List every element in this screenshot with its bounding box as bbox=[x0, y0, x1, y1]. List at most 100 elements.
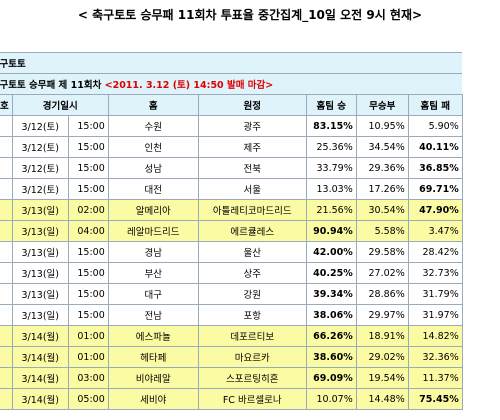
away-cell: 광주 bbox=[197, 115, 307, 137]
home-cell: 성남 bbox=[107, 157, 199, 179]
number-cell bbox=[0, 325, 13, 347]
away-cell: 포항 bbox=[197, 304, 307, 326]
loss-cell: 40.11% bbox=[407, 136, 463, 158]
win-cell: 13.03% bbox=[305, 178, 357, 200]
data-row: 3/12(토) 15:00 인천 제주 25.36% 34.54% 40.11% bbox=[0, 136, 463, 158]
number-cell bbox=[0, 241, 13, 263]
time-cell: 15:00 bbox=[67, 304, 109, 326]
data-row: 3/12(토) 15:00 대전 서울 13.03% 17.26% 69.71% bbox=[0, 178, 463, 200]
draw-cell: 5.58% bbox=[355, 220, 409, 242]
header-cell: 원정 bbox=[197, 94, 307, 116]
data-row: 3/13(일) 15:00 대구 강원 39.34% 28.86% 31.79% bbox=[0, 283, 463, 305]
data-row: 3/14(월) 03:00 비야레알 스포르팅히혼 69.09% 19.54% 11.37% bbox=[0, 367, 463, 389]
away-cell: 에르큘레스 bbox=[197, 220, 307, 242]
draw-cell: 29.58% bbox=[355, 241, 409, 263]
draw-cell: 34.54% bbox=[355, 136, 409, 158]
home-cell: 에스파뇰 bbox=[107, 325, 199, 347]
draw-cell: 30.54% bbox=[355, 199, 409, 221]
time-cell: 15:00 bbox=[67, 262, 109, 284]
date-cell: 3/14(월) bbox=[11, 388, 69, 410]
win-cell: 25.36% bbox=[305, 136, 357, 158]
win-cell: 90.94% bbox=[305, 220, 357, 242]
home-cell: 부산 bbox=[107, 262, 199, 284]
home-cell: 헤타페 bbox=[107, 346, 199, 368]
away-cell: 제주 bbox=[197, 136, 307, 158]
draw-cell: 29.02% bbox=[355, 346, 409, 368]
number-cell bbox=[0, 136, 13, 158]
subtitle-cell: 구토토 승무패 제 11회차 <2011. 3.12 (토) 14:50 발매 … bbox=[0, 73, 463, 95]
draw-cell: 29.36% bbox=[355, 157, 409, 179]
data-row: 3/14(월) 05:00 세비야 FC 바르셀로나 10.07% 14.48% 75.45… bbox=[0, 388, 463, 410]
time-cell: 15:00 bbox=[67, 115, 109, 137]
time-cell: 15:00 bbox=[67, 136, 109, 158]
loss-cell: 5.90% bbox=[407, 115, 463, 137]
data-row: 3/13(일) 15:00 부산 상주 40.25% 27.02% 32.73% bbox=[0, 262, 463, 284]
subtitle-row: 구토토 승무패 제 11회차 <2011. 3.12 (토) 14:50 발매 … bbox=[0, 73, 463, 95]
date-cell: 3/13(일) bbox=[11, 199, 69, 221]
date-cell: 3/14(월) bbox=[11, 367, 69, 389]
win-cell: 83.15% bbox=[305, 115, 357, 137]
loss-cell: 36.85% bbox=[407, 157, 463, 179]
win-cell: 33.79% bbox=[305, 157, 357, 179]
date-cell: 3/13(일) bbox=[11, 262, 69, 284]
number-cell bbox=[0, 262, 13, 284]
loss-cell: 69.71% bbox=[407, 178, 463, 200]
subtitle: 구토토 승무패 제 11회차 bbox=[0, 80, 105, 91]
section: 구토토 bbox=[0, 52, 463, 74]
header-cell: 호 bbox=[0, 94, 13, 116]
date-cell: 3/14(월) bbox=[11, 346, 69, 368]
header-cell: 무승부 bbox=[355, 94, 409, 116]
away-cell: 스포르팅히혼 bbox=[197, 367, 307, 389]
away-cell: 강원 bbox=[197, 283, 307, 305]
data-row: 3/13(일) 04:00 레알마드리드 에르큘레스 90.94% 5.58% 3.47% bbox=[0, 220, 463, 242]
away-cell: FC 바르셀로나 bbox=[197, 388, 307, 410]
time-cell: 01:00 bbox=[67, 346, 109, 368]
header-cell: 경기일시 bbox=[11, 94, 109, 116]
loss-cell: 14.82% bbox=[407, 325, 463, 347]
header-cell: 홈팀 승 bbox=[305, 94, 357, 116]
number-cell bbox=[0, 115, 13, 137]
number-cell bbox=[0, 157, 13, 179]
time-cell: 02:00 bbox=[67, 199, 109, 221]
number-cell bbox=[0, 283, 13, 305]
deadline: <2011. 3.12 (토) 14:50 발매 마감> bbox=[104, 80, 274, 91]
win-cell: 38.60% bbox=[305, 346, 357, 368]
draw-cell: 27.02% bbox=[355, 262, 409, 284]
date-cell: 3/13(일) bbox=[11, 220, 69, 242]
loss-cell: 75.45% bbox=[407, 388, 463, 410]
win-cell: 69.09% bbox=[305, 367, 357, 389]
loss-cell: 47.90% bbox=[407, 199, 463, 221]
away-cell: 아틀레티코마드리드 bbox=[197, 199, 307, 221]
loss-cell: 31.79% bbox=[407, 283, 463, 305]
header-row: 호 경기일시 홈 원정 홈팀 승 무승부 홈팀 패 bbox=[0, 94, 463, 116]
home-cell: 비야레알 bbox=[107, 367, 199, 389]
loss-cell: 31.97% bbox=[407, 304, 463, 326]
loss-cell: 32.73% bbox=[407, 262, 463, 284]
date-cell: 3/12(토) bbox=[11, 136, 69, 158]
date-cell: 3/14(월) bbox=[11, 325, 69, 347]
data-row: 3/12(토) 15:00 수원 광주 83.15% 10.95% 5.90% bbox=[0, 115, 463, 137]
home-cell: 알메리아 bbox=[107, 199, 199, 221]
date-cell: 3/13(일) bbox=[11, 304, 69, 326]
away-cell: 마요르카 bbox=[197, 346, 307, 368]
title: < 축구토토 승무패 11회차 투표율 중간집계_10일 오전 9시 현재> bbox=[77, 8, 423, 22]
date-cell: 3/13(일) bbox=[11, 283, 69, 305]
section-row: 구토토 bbox=[0, 52, 463, 74]
draw-cell: 29.97% bbox=[355, 304, 409, 326]
loss-cell: 11.37% bbox=[407, 367, 463, 389]
loss-cell: 32.36% bbox=[407, 346, 463, 368]
win-cell: 40.25% bbox=[305, 262, 357, 284]
time-cell: 15:00 bbox=[67, 241, 109, 263]
home-cell: 대구 bbox=[107, 283, 199, 305]
home-cell: 경남 bbox=[107, 241, 199, 263]
win-cell: 21.56% bbox=[305, 199, 357, 221]
draw-cell: 18.91% bbox=[355, 325, 409, 347]
away-cell: 울산 bbox=[197, 241, 307, 263]
number-cell bbox=[0, 178, 13, 200]
number-cell bbox=[0, 220, 13, 242]
data-row: 3/13(일) 15:00 전남 포항 38.06% 29.97% 31.97% bbox=[0, 304, 463, 326]
date-cell: 3/13(일) bbox=[11, 241, 69, 263]
time-cell: 03:00 bbox=[67, 367, 109, 389]
data-row: 3/14(월) 01:00 헤타페 마요르카 38.60% 29.02% 32.36% bbox=[0, 346, 463, 368]
